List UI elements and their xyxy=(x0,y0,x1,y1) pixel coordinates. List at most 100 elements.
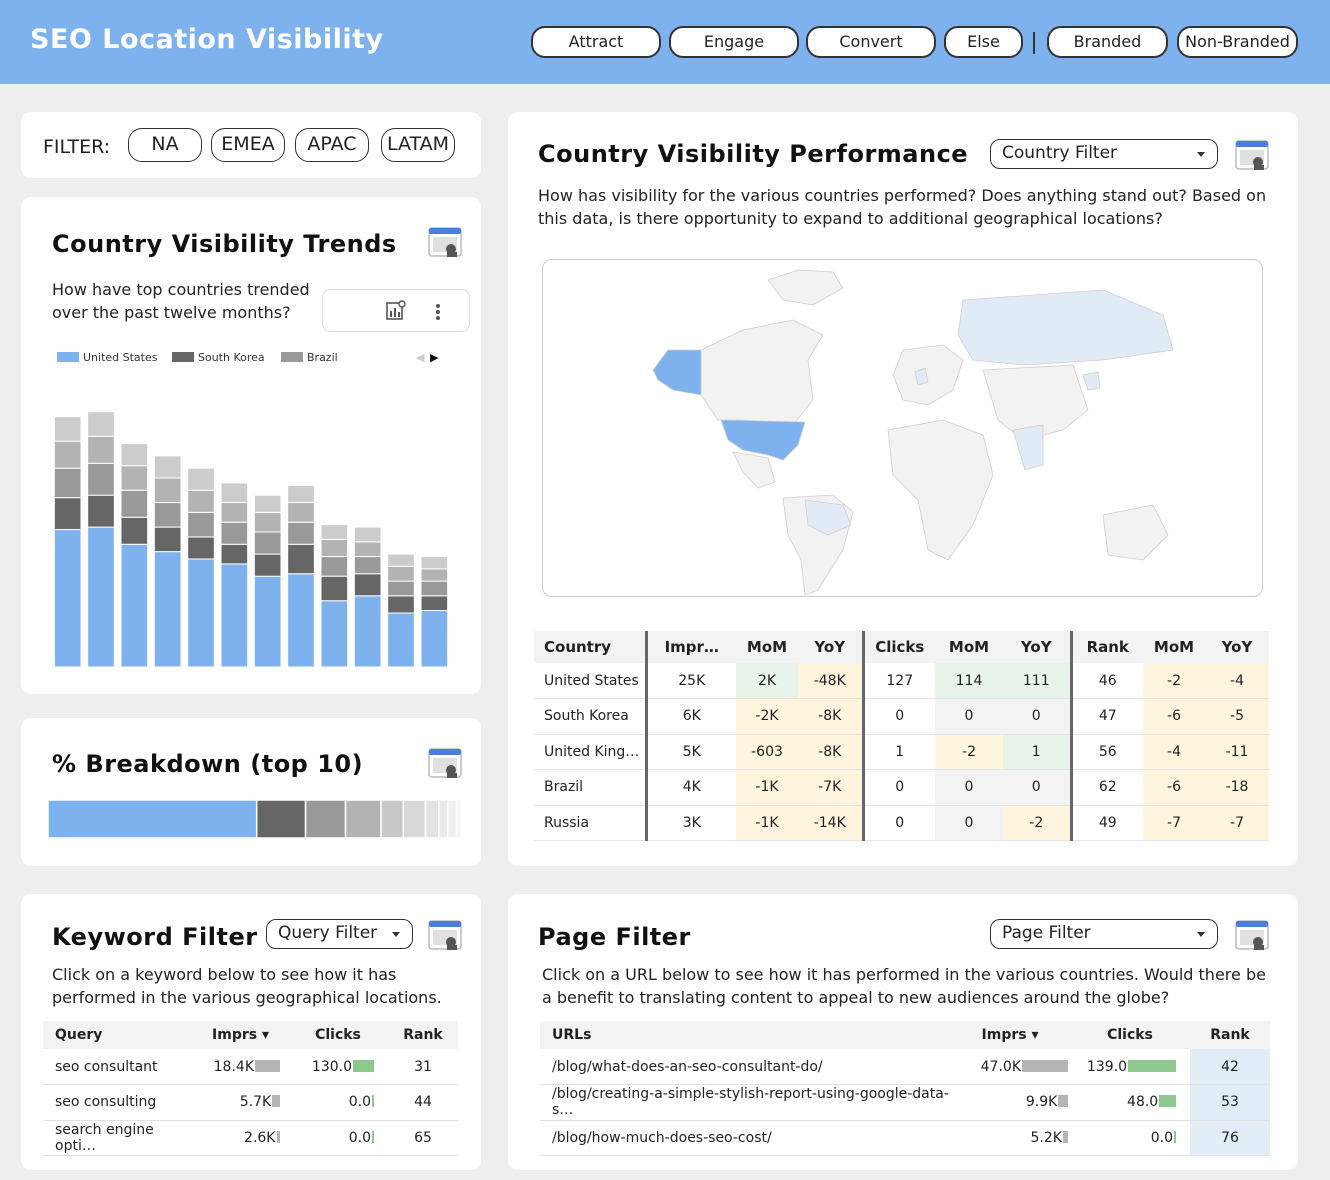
trend-bar-segment[interactable] xyxy=(153,502,182,528)
trend-bar-segment[interactable] xyxy=(187,558,215,667)
trend-bar-segment[interactable] xyxy=(53,467,82,499)
trend-bar-segment[interactable] xyxy=(387,553,415,567)
search-console-icon[interactable] xyxy=(427,918,463,952)
query-filter-dropdown[interactable]: Query Filter xyxy=(266,919,413,949)
engage-button[interactable]: Engage xyxy=(669,26,799,58)
table-row[interactable]: United King… 5K -603 -8K 1 -2 1 56 -4 -11 xyxy=(534,734,1269,770)
trend-bar-segment[interactable] xyxy=(253,511,282,533)
region-na-button[interactable]: NA xyxy=(128,128,202,162)
breakdown-segment[interactable] xyxy=(402,800,427,838)
breakdown-segment[interactable] xyxy=(446,800,458,838)
table-row[interactable]: /blog/how-much-does-seo-cost/5.2K 0.0 76 xyxy=(540,1120,1270,1156)
col-clicks[interactable]: Clicks xyxy=(1070,1021,1190,1049)
trend-bar-segment[interactable] xyxy=(287,573,315,667)
search-console-icon[interactable] xyxy=(1234,918,1270,952)
trend-bar-segment[interactable] xyxy=(287,543,315,575)
trend-bar-segment[interactable] xyxy=(387,612,415,667)
table-row[interactable]: South Korea 6K -2K -8K 0 0 0 47 -6 -5 xyxy=(534,698,1269,735)
perf-col-header[interactable]: Country xyxy=(534,631,648,663)
table-row[interactable]: United States 25K 2K -48K 127 114 111 46 -2 -4 xyxy=(534,663,1269,699)
branded-button[interactable]: Branded xyxy=(1047,26,1168,58)
trend-bar-segment[interactable] xyxy=(387,565,415,582)
trend-bar-segment[interactable] xyxy=(53,529,82,667)
trend-bar-segment[interactable] xyxy=(153,477,182,504)
trend-bar-segment[interactable] xyxy=(87,526,115,667)
table-row[interactable]: /blog/creating-a-simple-stylish-report-u… xyxy=(540,1084,1270,1121)
legend-prev-icon[interactable]: ◀ xyxy=(416,351,425,364)
search-console-icon[interactable] xyxy=(1234,138,1270,172)
region-emea-button[interactable]: EMEA xyxy=(211,128,285,162)
trend-bar-segment[interactable] xyxy=(353,556,382,575)
table-row[interactable]: Russia 3K -1K -14K 0 0 -2 49 -7 -7 xyxy=(534,805,1269,841)
trend-bar-segment[interactable] xyxy=(120,489,149,518)
perf-col-header[interactable]: YoY xyxy=(1003,631,1073,663)
world-map[interactable] xyxy=(542,259,1263,597)
trend-bar-segment[interactable] xyxy=(320,600,349,667)
table-row[interactable]: Brazil 4K -1K -7K 0 0 0 62 -6 -18 xyxy=(534,769,1269,806)
perf-col-header[interactable]: YoY xyxy=(1205,631,1269,663)
legend-next-icon[interactable]: ▶ xyxy=(430,351,439,364)
trend-bar-segment[interactable] xyxy=(153,551,182,667)
trend-bar-segment[interactable] xyxy=(220,482,249,504)
explore-chart-icon[interactable] xyxy=(385,300,407,322)
page-filter-dropdown[interactable]: Page Filter xyxy=(990,919,1218,949)
trend-bar-segment[interactable] xyxy=(153,455,182,479)
trend-bar-segment[interactable] xyxy=(253,494,282,513)
trend-bar-segment[interactable] xyxy=(220,563,249,667)
country-filter-dropdown[interactable]: Country Filter xyxy=(990,139,1218,169)
trend-bar-segment[interactable] xyxy=(353,526,382,543)
trend-bar-segment[interactable] xyxy=(320,524,349,540)
search-console-icon[interactable] xyxy=(427,746,463,780)
perf-col-header[interactable]: Clicks xyxy=(863,631,935,663)
perf-col-header[interactable]: Impr… xyxy=(646,631,736,663)
trend-bar-segment[interactable] xyxy=(53,497,82,531)
non-branded-button[interactable]: Non-Branded xyxy=(1177,26,1298,58)
trend-bar-segment[interactable] xyxy=(287,484,315,504)
perf-col-header[interactable]: MoM xyxy=(1143,631,1205,663)
trend-bar-segment[interactable] xyxy=(420,610,449,667)
perf-col-header[interactable]: MoM xyxy=(935,631,1003,663)
trend-bar-segment[interactable] xyxy=(120,543,149,667)
col-rank[interactable]: Rank xyxy=(388,1021,458,1049)
else-button[interactable]: Else xyxy=(944,26,1023,58)
trend-bar-segment[interactable] xyxy=(87,462,115,496)
trend-bar-segment[interactable] xyxy=(187,489,215,513)
trend-bar-segment[interactable] xyxy=(287,521,315,545)
trend-bar-segment[interactable] xyxy=(120,443,149,467)
trend-bar-segment[interactable] xyxy=(120,516,149,545)
breakdown-segment[interactable] xyxy=(380,800,405,838)
breakdown-segment[interactable] xyxy=(304,800,347,838)
trend-bar-segment[interactable] xyxy=(387,595,415,614)
breakdown-segment[interactable] xyxy=(48,800,258,838)
trend-bar-segment[interactable] xyxy=(353,595,382,667)
trend-bar-segment[interactable] xyxy=(253,553,282,577)
col-query[interactable]: Query xyxy=(43,1021,193,1049)
trend-bar-segment[interactable] xyxy=(253,531,282,555)
col-rank[interactable]: Rank xyxy=(1190,1021,1270,1049)
perf-col-header[interactable]: Rank xyxy=(1071,631,1143,663)
perf-col-header[interactable]: YoY xyxy=(798,631,865,663)
region-latam-button[interactable]: LATAM xyxy=(381,128,455,162)
breakdown-segment[interactable] xyxy=(344,800,382,838)
breakdown-segment[interactable] xyxy=(438,800,449,838)
trend-bar-segment[interactable] xyxy=(187,511,215,538)
col-clicks[interactable]: Clicks xyxy=(288,1021,388,1049)
breakdown-segment[interactable] xyxy=(455,800,461,838)
trend-bar-segment[interactable] xyxy=(220,502,249,523)
table-row[interactable]: seo consultant 18.4K 130.0 31 xyxy=(43,1049,458,1085)
trend-bar-segment[interactable] xyxy=(387,580,415,597)
trend-bar-segment[interactable] xyxy=(53,440,82,469)
trend-bar-segment[interactable] xyxy=(353,573,382,597)
trend-bar-segment[interactable] xyxy=(253,575,282,667)
trend-bar-segment[interactable] xyxy=(320,575,349,602)
trend-bar-segment[interactable] xyxy=(187,467,215,491)
trend-bar-segment[interactable] xyxy=(87,494,115,528)
trend-bar-segment[interactable] xyxy=(287,502,315,523)
table-row[interactable]: /blog/what-does-an-seo-consultant-do/47.… xyxy=(540,1049,1270,1085)
trend-bar-segment[interactable] xyxy=(153,526,182,553)
trend-bar-segment[interactable] xyxy=(320,538,349,558)
breakdown-segment[interactable] xyxy=(255,800,307,838)
table-row[interactable]: seo consulting 5.7K 0.0 44 xyxy=(43,1084,458,1121)
trend-bar-segment[interactable] xyxy=(420,568,449,582)
attract-button[interactable]: Attract xyxy=(531,26,661,58)
